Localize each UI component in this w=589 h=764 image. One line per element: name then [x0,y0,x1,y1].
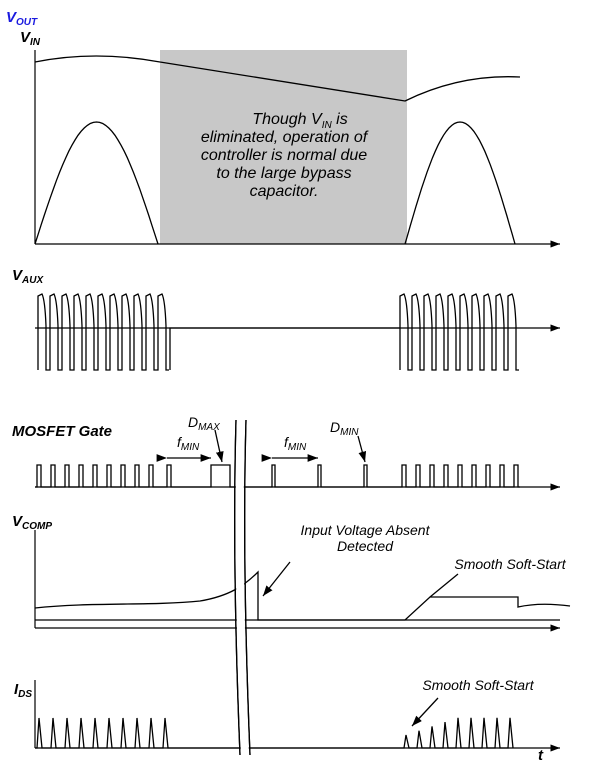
soft-pointer [411,697,439,727]
dmin-label: DMIN [330,419,359,438]
soft-start-label: Smooth Soft-Start [454,556,566,572]
gate-wave [35,464,520,488]
waves [34,50,571,756]
soft-start-label: Smooth Soft-Start [422,677,534,693]
ids-wave [35,717,514,749]
vin-label: VIN [20,29,41,48]
vaux-wave [399,293,519,371]
ids-label: IDS [14,681,32,700]
vcomp-label: VCOMP [12,513,52,532]
vin-wave [404,121,516,245]
fmin-label: fMIN [177,434,200,453]
vout-wave [34,55,521,102]
dmax-pointer [214,429,224,463]
shade [160,50,407,244]
break-mark [234,419,241,756]
break-mark [244,419,251,756]
vaux-wave [37,293,169,371]
vout-label: VOUT [6,9,38,28]
dmax-label: DMAX [188,414,220,433]
vcomp-wave [34,570,571,621]
soft-pointer [429,573,459,598]
note-line: eliminated, operation of [201,129,369,146]
t-label: t [538,747,544,764]
vaux-wave [169,327,400,370]
note-line: capacitor. [250,183,319,200]
gate-label: MOSFET Gate [12,423,112,440]
dmin-pointer [357,435,367,463]
note-line: to the large bypass [216,165,351,182]
absent-label: Input Voltage Absent [301,522,431,538]
vaux-label: VAUX [12,267,44,286]
vin-wave [34,121,159,245]
note-line: controller is normal due [201,147,367,164]
absent-pointer [262,561,291,597]
fmin-label: fMIN [284,434,307,453]
break-fill [235,420,249,755]
absent-label: Detected [337,538,394,554]
note: Though VIN is [252,111,347,131]
